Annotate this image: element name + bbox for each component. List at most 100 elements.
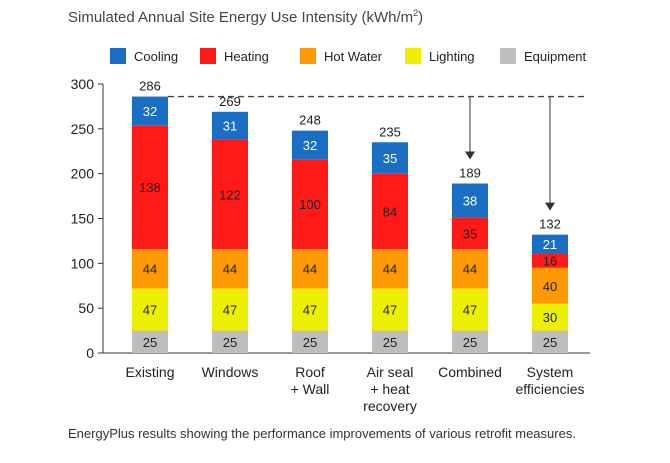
bar-segment-hot-water xyxy=(212,248,248,289)
bar-value-hot-water: 40 xyxy=(543,279,557,294)
bar-value-cooling: 35 xyxy=(383,151,397,166)
bar-value-hot-water: 44 xyxy=(223,262,237,277)
legend-swatch-hot-water xyxy=(300,48,316,64)
bar-value-hot-water: 44 xyxy=(143,262,157,277)
bar-value-heating: 138 xyxy=(139,180,161,195)
bar-value-lighting: 47 xyxy=(383,303,397,318)
bar-value-equipment: 25 xyxy=(383,335,397,350)
bar-segment-heating xyxy=(292,159,328,249)
y-tick-label: 300 xyxy=(71,76,95,92)
bar-value-lighting: 47 xyxy=(463,303,477,318)
bar-segment-equipment xyxy=(452,330,488,353)
bar-segment-heating xyxy=(532,253,568,268)
x-category-label: Roof xyxy=(295,364,325,380)
legend-label-lighting: Lighting xyxy=(429,49,475,64)
bar-value-lighting: 47 xyxy=(303,303,317,318)
bar-segment-heating xyxy=(132,125,168,249)
bar-value-equipment: 25 xyxy=(543,335,557,350)
bar-value-hot-water: 44 xyxy=(303,262,317,277)
bar-value-hot-water: 44 xyxy=(383,262,397,277)
bar-value-cooling: 32 xyxy=(143,104,157,119)
bar-segment-hot-water xyxy=(532,267,568,304)
y-tick-label: 200 xyxy=(71,166,95,182)
bar-value-equipment: 25 xyxy=(143,335,157,350)
y-tick-label: 50 xyxy=(78,300,94,316)
x-category-label: + Wall xyxy=(291,381,330,397)
bar-segment-equipment xyxy=(212,330,248,353)
bar-segment-cooling xyxy=(132,96,168,126)
bar-value-equipment: 25 xyxy=(463,335,477,350)
bar-segment-hot-water xyxy=(372,248,408,289)
bar-segment-cooling xyxy=(292,130,328,160)
bar-value-lighting: 47 xyxy=(143,303,157,318)
bar-value-hot-water: 44 xyxy=(463,262,477,277)
bar-value-heating: 100 xyxy=(299,197,321,212)
x-category-label: efficiencies xyxy=(515,381,584,397)
bar-value-lighting: 47 xyxy=(223,303,237,318)
bar-segment-cooling xyxy=(532,234,568,254)
chart-title-text: Simulated Annual Site Energy Use Intensi… xyxy=(68,9,414,26)
bar-segment-lighting xyxy=(372,288,408,331)
legend-swatch-lighting xyxy=(405,48,421,64)
bar-segment-heating xyxy=(452,217,488,249)
bar-total-label: 132 xyxy=(539,217,561,232)
x-category-label: + heat xyxy=(370,381,409,397)
bar-value-cooling: 38 xyxy=(463,194,477,209)
y-tick-label: 250 xyxy=(71,121,95,137)
reduction-arrowhead xyxy=(545,202,555,211)
x-category-label: Existing xyxy=(125,364,174,380)
bar-segment-lighting xyxy=(452,288,488,331)
bar-total-label: 235 xyxy=(379,124,401,139)
chart-caption: EnergyPlus results showing the performan… xyxy=(68,426,576,441)
bar-segment-heating xyxy=(212,139,248,249)
bar-value-heating: 122 xyxy=(219,187,241,202)
chart-title-superscript: 2 xyxy=(413,8,419,18)
x-category-label: Air seal xyxy=(367,364,414,380)
bar-segment-equipment xyxy=(132,330,168,353)
bar-total-label: 248 xyxy=(299,113,321,128)
bar-segment-cooling xyxy=(372,142,408,174)
legend-label-heating: Heating xyxy=(224,49,269,64)
bar-segment-equipment xyxy=(372,330,408,353)
bar-value-heating: 16 xyxy=(543,254,557,269)
y-tick-label: 150 xyxy=(71,211,95,227)
y-tick-label: 100 xyxy=(71,255,95,271)
chart-title: Simulated Annual Site Energy Use Intensi… xyxy=(68,8,423,26)
bar-value-equipment: 25 xyxy=(303,335,317,350)
bar-segment-equipment xyxy=(532,330,568,353)
bar-value-heating: 35 xyxy=(463,226,477,241)
chart-title-close: ) xyxy=(418,9,424,26)
legend-label-cooling: Cooling xyxy=(134,49,178,64)
bar-value-heating: 84 xyxy=(383,204,397,219)
stacked-bar-chart: Cooling Heating Hot Water Lighting Equipment… xyxy=(71,48,590,414)
bar-total-label: 286 xyxy=(139,79,161,94)
bar-segment-equipment xyxy=(292,330,328,353)
bar-value-equipment: 25 xyxy=(223,335,237,350)
bar-segment-lighting xyxy=(132,288,168,331)
legend-swatch-equipment xyxy=(500,48,516,64)
bar-segment-heating xyxy=(372,173,408,249)
bar-segment-lighting xyxy=(212,288,248,331)
bar-value-cooling: 21 xyxy=(543,237,557,252)
legend-label-equipment: Equipment xyxy=(524,49,587,64)
bar-segment-hot-water xyxy=(452,248,488,289)
bar-value-cooling: 32 xyxy=(303,138,317,153)
x-category-label: recovery xyxy=(363,398,417,414)
x-category-label: System xyxy=(527,364,574,380)
y-tick-label: 0 xyxy=(86,345,94,361)
bar-segment-lighting xyxy=(292,288,328,331)
bar-segment-hot-water xyxy=(132,248,168,289)
bar-segment-cooling xyxy=(452,183,488,218)
x-category-label: Combined xyxy=(438,364,502,380)
bar-segment-hot-water xyxy=(292,248,328,289)
legend-label-hot-water: Hot Water xyxy=(324,49,383,64)
bar-value-cooling: 31 xyxy=(223,119,237,134)
bar-total-label: 269 xyxy=(219,94,241,109)
legend-swatch-heating xyxy=(200,48,216,64)
bar-total-label: 189 xyxy=(459,166,481,181)
bar-value-lighting: 30 xyxy=(543,310,557,325)
x-category-label: Windows xyxy=(202,364,259,380)
reduction-arrowhead xyxy=(465,151,475,160)
legend-swatch-cooling xyxy=(110,48,126,64)
bar-segment-lighting xyxy=(532,303,568,331)
